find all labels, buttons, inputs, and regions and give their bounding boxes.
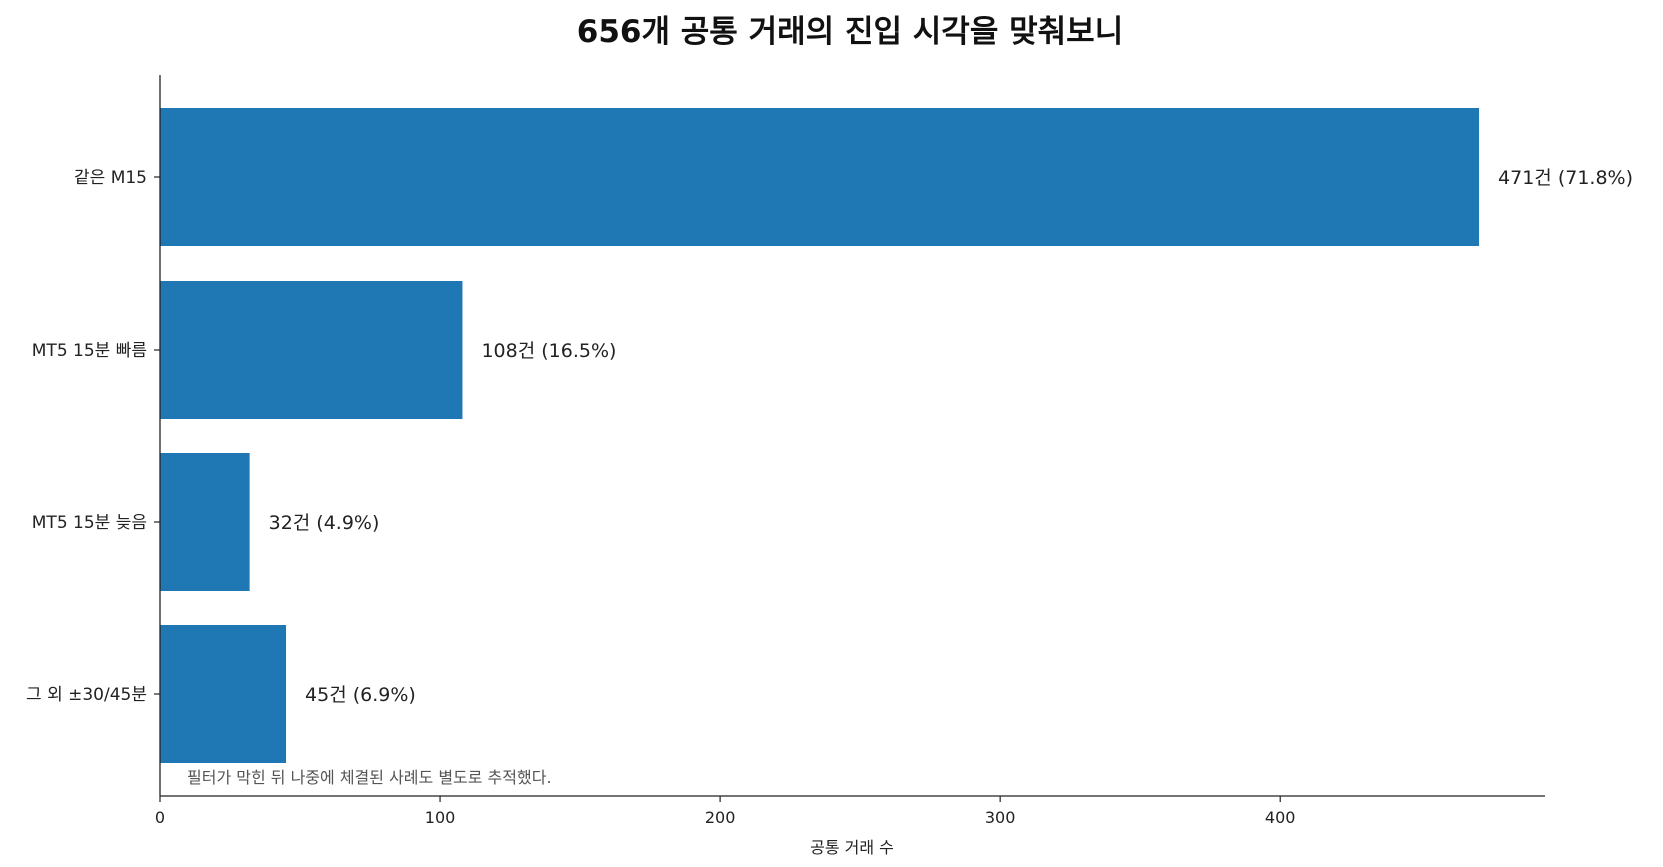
bar-2 [160,453,250,591]
bar-1 [160,281,463,419]
bar-3 [160,625,287,763]
bar-value-label-1: 108건 (16.5%) [481,340,616,362]
x-axis: 0 100 200 300 400 [155,796,1296,827]
x-tick-label-1: 100 [425,808,456,827]
bar-value-label-0: 471건 (71.8%) [1498,167,1633,189]
y-tick-labels: 같은 M15 MT5 15분 빠름 MT5 15분 늦음그 외 ±30/45분 [26,168,160,705]
y-tick-label-1: MT5 15분 빠름 [32,341,147,361]
bar-value-label-3: 45건 (6.9%) [305,684,416,706]
y-tick-label-0: 같은 M15 [74,168,147,188]
bar-value-label-2: 32건 (4.9%) [269,512,380,534]
x-tick-label-2: 200 [705,808,736,827]
chart-title: 656개 공통 거래의 진입 시각을 맞춰보니 [577,14,1123,50]
x-axis-label: 공통 거래 수 [810,838,894,857]
x-tick-label-4: 400 [1265,808,1296,827]
y-tick-label-2: MT5 15분 늦음 [32,513,147,533]
bar-0 [160,108,1480,246]
bars-group: 471건 (71.8%) 108건 (16.5%) 32건 (4.9%) 45건 (6… [160,108,1633,763]
x-tick-label-3: 300 [985,808,1016,827]
annotation-note: 필터가 막힌 뒤 나중에 체결된 사례도 별도로 추적했다. [187,768,552,787]
y-tick-label-3: 그 외 ±30/45분 [26,685,147,705]
x-tick-label-0: 0 [155,808,165,827]
